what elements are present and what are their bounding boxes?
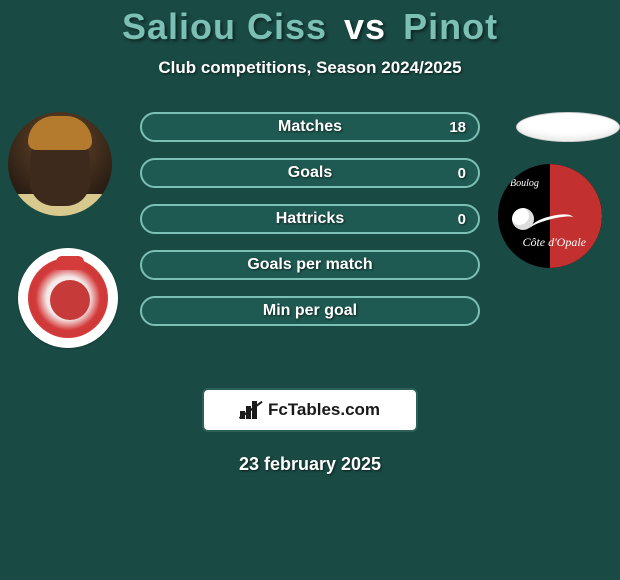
stat-label: Goals [142, 160, 478, 186]
stat-bar: Matches18 [140, 112, 480, 142]
club-crest-text-top: Boulog [510, 178, 539, 189]
title-player1: Saliou Ciss [122, 6, 327, 47]
title-player2: Pinot [403, 6, 498, 47]
player1-photo [8, 112, 112, 216]
title-vs: vs [344, 6, 386, 47]
card-root: Saliou Ciss vs Pinot Club competitions, … [0, 0, 620, 580]
stats-area: Boulog Côte d'Opale Matches18Goals0Hattr… [0, 112, 620, 372]
date-label: 23 february 2025 [0, 454, 620, 475]
stat-bar: Goals per match [140, 250, 480, 280]
page-title: Saliou Ciss vs Pinot [0, 0, 620, 48]
footer-brand-text: FcTables.com [268, 400, 380, 420]
club-crest-text-bottom: Côte d'Opale [522, 235, 586, 250]
subtitle: Club competitions, Season 2024/2025 [0, 58, 620, 78]
stat-bars: Matches18Goals0Hattricks0Goals per match… [140, 112, 480, 342]
club-crest-top [56, 256, 84, 270]
stat-bar: Min per goal [140, 296, 480, 326]
player2-club-crest: Boulog Côte d'Opale [498, 164, 602, 268]
player1-club-crest [18, 248, 118, 348]
stat-label: Hattricks [142, 206, 478, 232]
stat-bar: Hattricks0 [140, 204, 480, 234]
bar-chart-icon [240, 401, 262, 419]
stat-bar: Goals0 [140, 158, 480, 188]
stat-value-player2: 18 [449, 114, 466, 140]
stat-label: Goals per match [142, 252, 478, 278]
stat-label: Matches [142, 114, 478, 140]
footer-brand-box: FcTables.com [202, 388, 418, 432]
stat-value-player2: 0 [458, 160, 466, 186]
stat-value-player2: 0 [458, 206, 466, 232]
player2-photo-placeholder [516, 112, 620, 142]
club-crest-shape [28, 258, 108, 338]
stat-label: Min per goal [142, 298, 478, 324]
player1-hair [28, 116, 92, 150]
